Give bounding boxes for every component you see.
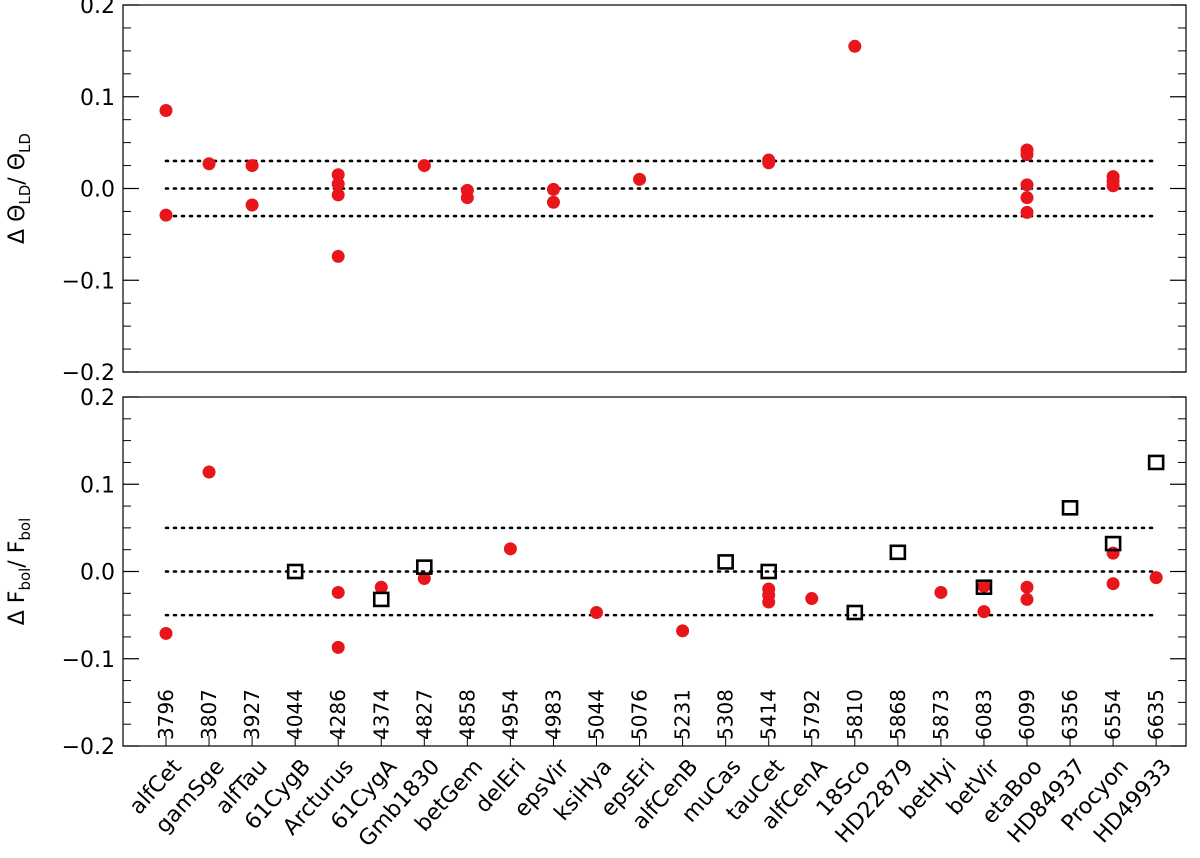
data-point-circle [977, 605, 991, 619]
data-point-circle [762, 156, 776, 170]
y-axis-label: Δ Fbol/ Fbol [5, 518, 34, 626]
y-tick-label: −0.2 [62, 361, 115, 386]
teff-label: 4983 [541, 689, 565, 740]
y-tick-label: 0.2 [80, 0, 115, 19]
x-axis-star-labels: alfCetgamSgealfTau61CygBArcturus61CygAGm… [125, 754, 1177, 852]
data-point-circle [417, 159, 431, 173]
data-point-circle [1020, 580, 1034, 594]
data-point-circle [1106, 577, 1120, 591]
y-axis-label: Δ ΘLD/ ΘLD [5, 133, 34, 244]
data-point-circle [202, 157, 216, 171]
data-point-circle [546, 195, 560, 209]
data-point-circle [159, 208, 173, 222]
data-point-circle [1106, 546, 1120, 560]
data-point-square [372, 591, 390, 608]
data-point-circle [331, 640, 345, 654]
data-point-circle [762, 595, 776, 609]
teff-label: 4954 [498, 689, 522, 740]
data-point-circle [676, 624, 690, 638]
teff-label: 6554 [1101, 689, 1125, 740]
data-point-circle [1020, 178, 1034, 192]
y-tick-label: 0.0 [80, 178, 115, 203]
teff-label: 6083 [972, 689, 996, 740]
data-point-circle [1020, 592, 1034, 606]
y-tick-label: 0.1 [80, 473, 115, 498]
data-point-circle [202, 465, 216, 479]
teff-label: 6356 [1058, 689, 1082, 740]
data-point-square [717, 554, 734, 570]
data-point-circle [331, 188, 345, 202]
data-point-circle [1020, 205, 1034, 219]
y-tick-label: −0.2 [62, 735, 115, 760]
data-point-circle [374, 580, 388, 594]
teff-label: 5868 [886, 689, 910, 740]
teff-label: 5792 [800, 689, 824, 740]
data-point-square [846, 604, 864, 621]
data-point-circle [805, 592, 819, 606]
data-point-circle [159, 104, 173, 118]
data-point-circle [1149, 571, 1163, 585]
teff-label: 5076 [628, 689, 652, 740]
teff-label: 5873 [929, 689, 953, 740]
teff-label: 3807 [197, 689, 221, 740]
data-point-circle [590, 606, 603, 620]
data-point-square [415, 559, 433, 575]
teff-label: 5810 [843, 689, 867, 740]
teff-label: 5044 [585, 689, 609, 740]
data-point-circle [848, 39, 862, 53]
data-point-circle [331, 585, 345, 599]
data-point-square [975, 579, 993, 596]
y-tick-label: −0.1 [62, 648, 115, 673]
data-point-circle [331, 168, 345, 182]
top-panel: −0.2 −0.1 0.0 0.1 0.2 Δ ΘLD/ ΘLD [5, 0, 1187, 386]
y-tick-label: 0.1 [80, 86, 115, 111]
teff-label: 5231 [671, 689, 695, 740]
teff-label: 4374 [369, 689, 393, 740]
teff-label: 4044 [283, 689, 307, 740]
data-point-circle [417, 571, 431, 585]
data-point-circle [245, 198, 259, 212]
y-tick-label: 0.0 [80, 561, 115, 586]
teff-label: 5414 [757, 689, 781, 740]
data-point-square [1104, 535, 1122, 552]
data-point-square [1061, 500, 1079, 516]
data-point-circle [331, 177, 345, 191]
teff-label: 4827 [412, 689, 436, 740]
data-point-circle [934, 585, 948, 599]
teff-label: 6099 [1015, 689, 1039, 740]
data-point-circle [1020, 191, 1034, 205]
data-point-square [889, 544, 907, 561]
data-point-circle [633, 172, 647, 186]
teff-label: 5308 [714, 689, 738, 740]
teff-label: 4286 [326, 689, 350, 740]
data-point-circle [460, 191, 474, 205]
data-point-square [286, 563, 304, 580]
data-point-circle [503, 542, 517, 556]
teff-label: 6635 [1144, 689, 1168, 740]
teff-label: 3796 [154, 689, 178, 740]
data-point-square [1147, 454, 1165, 471]
teff-label: 4858 [455, 689, 479, 740]
data-point-circle [331, 249, 345, 263]
data-point-circle [245, 159, 259, 173]
y-tick-label: 0.2 [80, 386, 115, 411]
data-point-circle [159, 626, 173, 640]
bottom-panel: −0.2 −0.1 0.0 0.1 0.2 Δ Fbol/ Fbol 3796 3807 392… [5, 386, 1187, 760]
data-point-circle [1106, 179, 1120, 193]
data-point-circle [1020, 148, 1034, 162]
data-point-circle [546, 182, 560, 196]
teff-label: 3927 [240, 689, 264, 740]
data-point-square [760, 563, 778, 580]
y-tick-label: −0.1 [62, 269, 115, 294]
data-point-circle [977, 579, 991, 593]
